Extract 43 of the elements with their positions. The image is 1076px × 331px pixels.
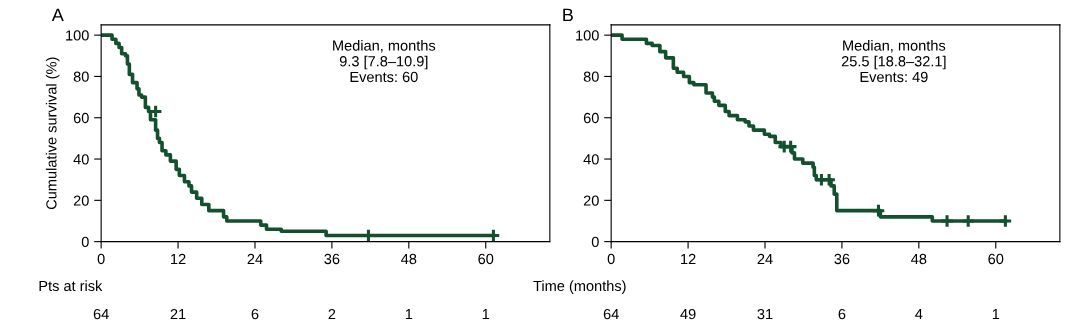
text: 6 (838, 308, 846, 320)
y-tick-label: 60 (73, 112, 89, 124)
text: Pts at risk (39, 280, 103, 292)
y-tick-label: 20 (73, 195, 89, 206)
y-axis-title: Cumulative survival (%) (45, 57, 60, 210)
y-tick-label: 100 (576, 30, 599, 41)
text: 21 (170, 308, 186, 320)
annotation: Median, months 25.5 [18.8–32.1] Events: 49 (841, 40, 946, 83)
x-tick-label: 36 (324, 253, 340, 265)
text: 1 (482, 309, 490, 320)
text: 4 (915, 309, 923, 320)
x-tick-label: 24 (247, 253, 263, 264)
text: 2 (328, 308, 336, 320)
text: 64 (93, 308, 109, 320)
text: 1 (992, 309, 1000, 320)
y-tick-label: 80 (73, 71, 89, 82)
text: 49 (680, 308, 696, 320)
x-tick-label: 12 (681, 253, 696, 264)
x-tick-label: 24 (757, 253, 773, 264)
annotation: Median, months 9.3 [7.8–10.9] Events: 60 (333, 40, 436, 83)
x-tick-label: 36 (834, 253, 850, 265)
text: 31 (757, 308, 773, 320)
x-tick-label: 48 (911, 253, 927, 265)
x-axis-title: Time (months) (533, 280, 626, 294)
y-tick-label: 40 (73, 154, 89, 165)
x-tick-label: 48 (401, 253, 417, 265)
x-tick-label: 0 (607, 253, 615, 265)
y-tick-label: 100 (66, 30, 89, 41)
x-tick-label: 60 (988, 253, 1004, 265)
y-tick-label: 80 (583, 71, 599, 82)
x-tick-label: 60 (478, 253, 494, 265)
y-tick-label: 0 (81, 236, 89, 248)
text: 6 (251, 308, 259, 320)
text: 64 (603, 308, 619, 320)
y-tick-label: 40 (583, 154, 599, 165)
y-tick-label: 20 (583, 195, 599, 206)
y-tick-label: 0 (591, 236, 599, 248)
y-tick-label: 60 (583, 112, 599, 124)
text: 1 (405, 309, 413, 320)
x-tick-label: 0 (97, 253, 105, 265)
x-tick-label: 12 (171, 253, 186, 264)
chart-title: B (563, 8, 573, 22)
chart-title: A (51, 8, 64, 22)
